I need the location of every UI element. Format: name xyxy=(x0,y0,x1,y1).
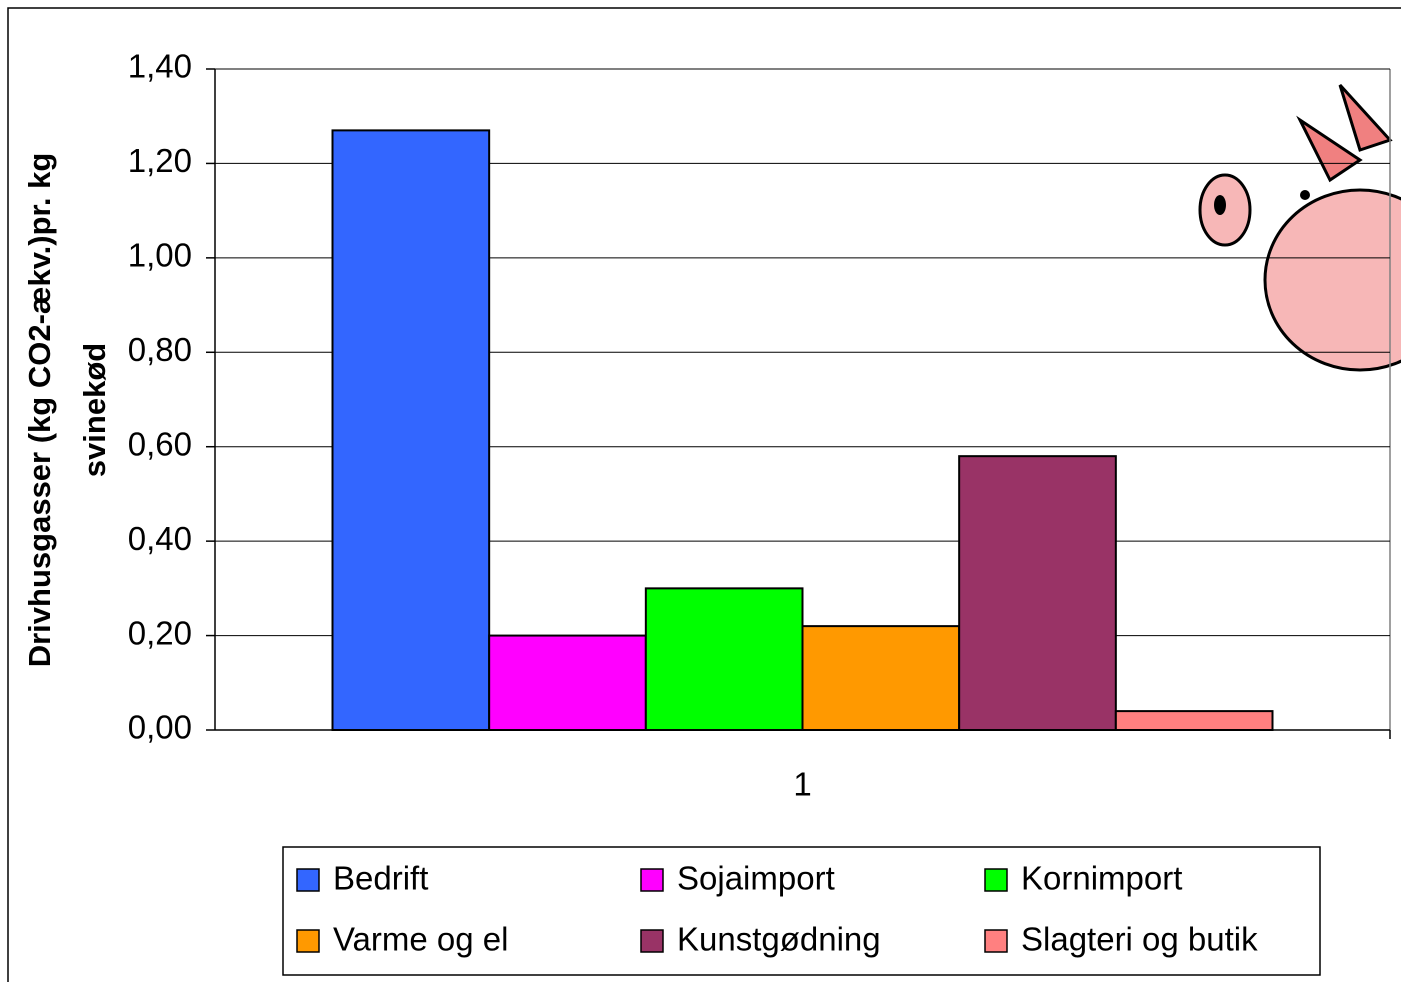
legend-swatch xyxy=(985,869,1007,891)
legend-swatch xyxy=(985,930,1007,952)
chart: Drivhusgasser (kg CO2-ækv.)pr. kg svinek… xyxy=(0,0,1401,982)
legend-label: Kunstgødning xyxy=(677,921,881,958)
y-tick-label: 0,20 xyxy=(128,614,192,651)
bar xyxy=(1116,711,1273,730)
y-tick-label: 1,20 xyxy=(128,142,192,179)
legend-swatch xyxy=(641,869,663,891)
legend-swatch xyxy=(297,930,319,952)
chart-frame xyxy=(8,8,1401,982)
legend: Bedrift Sojaimport Kornimport Varme og el Ku… xyxy=(283,847,1320,975)
y-axis-title-line: Drivhusgasser (kg CO2-ækv.)pr. kg xyxy=(22,153,57,668)
y-tick-label: 0,40 xyxy=(128,520,192,557)
bar xyxy=(646,588,803,730)
legend-label: Bedrift xyxy=(333,860,428,897)
x-tick-label: 1 xyxy=(793,766,811,803)
bar xyxy=(959,456,1116,730)
y-tick-label: 1,40 xyxy=(128,48,192,85)
bar xyxy=(333,130,490,730)
bar xyxy=(803,626,960,730)
legend-swatch xyxy=(297,869,319,891)
legend-label: Varme og el xyxy=(333,921,508,958)
y-axis-title-line: svinekød xyxy=(77,343,112,477)
y-tick-label: 1,00 xyxy=(128,237,192,274)
y-tick-label: 0,60 xyxy=(128,425,192,462)
y-axis-title: Drivhusgasser (kg CO2-ækv.)pr. kg svinek… xyxy=(22,153,112,668)
legend-label: Slagteri og butik xyxy=(1021,921,1258,958)
pig-illustration xyxy=(1200,85,1401,370)
legend-label: Sojaimport xyxy=(677,860,835,897)
y-tick-label: 0,00 xyxy=(128,709,192,746)
legend-label: Kornimport xyxy=(1021,860,1182,897)
legend-swatch xyxy=(641,930,663,952)
y-tick-label: 0,80 xyxy=(128,331,192,368)
bar xyxy=(489,636,646,730)
